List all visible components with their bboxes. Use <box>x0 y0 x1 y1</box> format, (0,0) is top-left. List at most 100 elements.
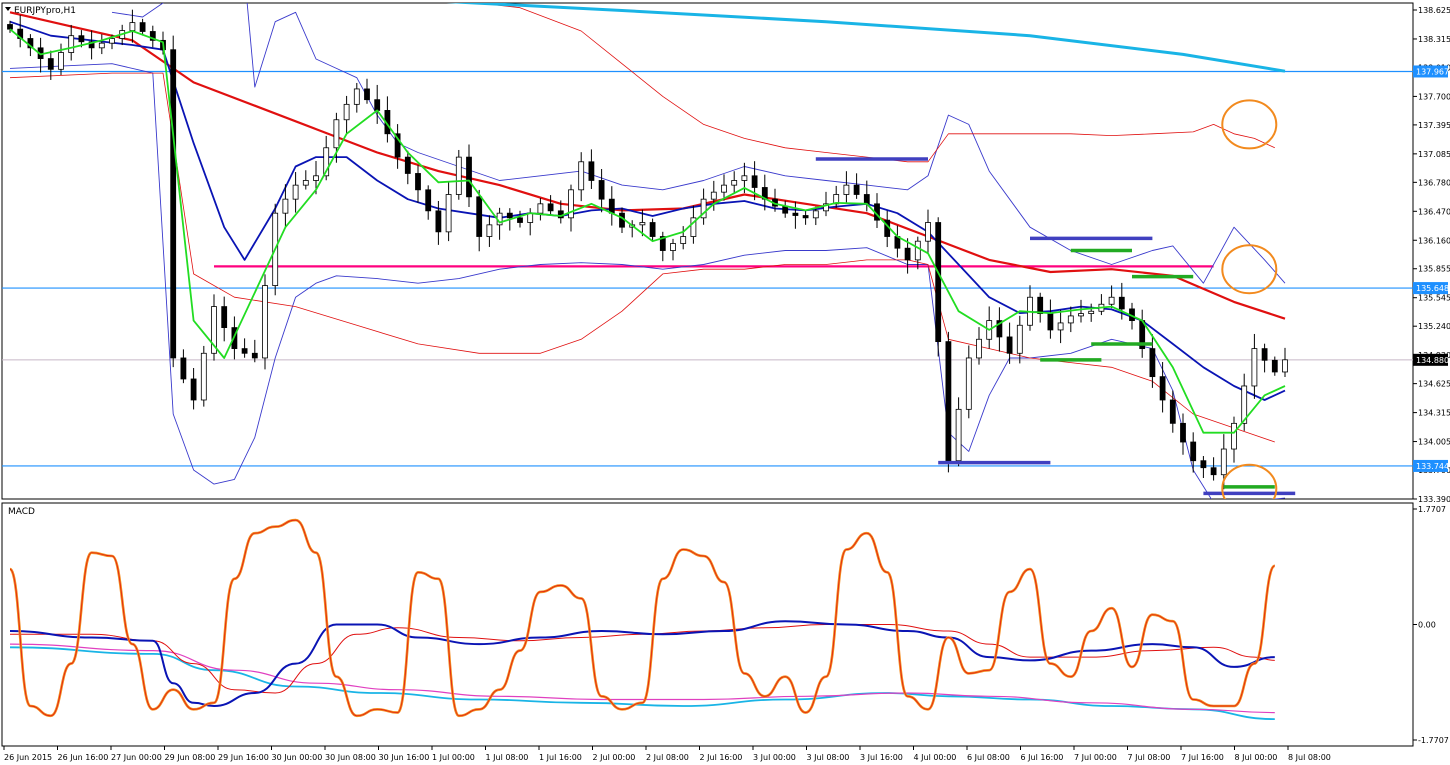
candle <box>98 34 105 55</box>
candle <box>333 112 340 163</box>
candle-body <box>578 161 585 191</box>
candle <box>670 238 676 261</box>
candle-body <box>1067 315 1074 324</box>
orange-ellipse-annotation <box>1221 463 1278 499</box>
price-label: 135.648 <box>1413 282 1449 295</box>
price-panel[interactable] <box>1 2 1414 500</box>
price-label: 133.744 <box>1413 459 1449 472</box>
candle <box>88 30 95 60</box>
time-tick-label: 3 Jul 16:00 <box>860 753 903 762</box>
bollinger-red-upper <box>475 3 1275 163</box>
price-label-box <box>1413 282 1448 295</box>
candle <box>455 149 462 200</box>
candle-body <box>88 41 95 49</box>
candle <box>598 168 605 213</box>
candle-body <box>1108 296 1115 305</box>
time-tick-label: 30 Jun 00:00 <box>272 753 323 762</box>
candle-body <box>415 173 421 191</box>
candle <box>58 43 64 76</box>
candle-body <box>149 31 156 41</box>
candle-body <box>1159 376 1166 401</box>
candle-body <box>364 88 370 101</box>
time-tick-label: 3 Jul 08:00 <box>807 753 850 762</box>
candle <box>302 170 309 190</box>
candle-body <box>1047 313 1054 331</box>
candle-body <box>945 341 952 462</box>
candle-body <box>1037 296 1044 314</box>
candle <box>823 191 829 217</box>
candle <box>996 307 1003 352</box>
candle-body <box>1282 359 1288 373</box>
candle-body <box>1220 448 1227 476</box>
candle <box>435 200 442 245</box>
candle-body <box>1016 324 1023 354</box>
moving-average-green <box>9 28 1286 434</box>
time-tick-label: 6 Jul 16:00 <box>1021 753 1064 762</box>
candle-body <box>588 161 595 181</box>
candle-body <box>435 210 442 233</box>
candle-body <box>1251 348 1258 387</box>
candle <box>537 197 544 221</box>
candle-body <box>1190 441 1197 462</box>
candle <box>1261 343 1268 373</box>
candle-body <box>598 180 605 200</box>
candle-body <box>1149 348 1156 378</box>
macd-red-line <box>9 624 1275 694</box>
time-tick-label: 7 Jul 16:00 <box>1181 753 1224 762</box>
price-tick-label: 137.700 <box>1418 92 1450 101</box>
candle-body <box>374 99 381 111</box>
candle-body <box>302 180 309 186</box>
candle <box>639 209 646 237</box>
candle-body <box>190 378 197 401</box>
macd-axis[interactable]: 1.7707 0.00 -1.7707 <box>1413 505 1449 745</box>
candle <box>1200 456 1207 479</box>
macd-plot-area <box>8 518 1277 720</box>
candle <box>945 331 952 473</box>
candle <box>1078 299 1084 323</box>
price-tick-label: 135.855 <box>1418 265 1450 274</box>
candle-body <box>751 175 758 188</box>
candle <box>659 231 666 262</box>
candle-body <box>221 306 228 328</box>
candle-body <box>935 222 942 343</box>
candle <box>241 338 248 358</box>
macd-tick-label: -1.7707 <box>1418 736 1449 745</box>
candle <box>353 82 360 113</box>
candle-body <box>1057 322 1064 331</box>
candle-body <box>547 203 554 212</box>
time-axis[interactable]: 26 Jun 2015 26 Jun 16:00 27 Jun 00:00 29 Ju… <box>3 746 1331 762</box>
candle <box>7 20 13 33</box>
time-tick-label: 7 Jul 00:00 <box>1074 753 1117 762</box>
macd-cyan-line <box>9 646 1275 720</box>
moving-average-cyan <box>446 3 1286 73</box>
candle <box>1037 292 1044 323</box>
candle <box>425 185 432 220</box>
candle <box>547 195 554 216</box>
candle <box>47 50 54 80</box>
time-tick-label: 26 Jun 2015 <box>4 753 52 762</box>
candle <box>568 184 574 232</box>
candle-body <box>1169 399 1176 424</box>
candle <box>700 188 707 225</box>
price-tick-label: 134.625 <box>1418 380 1450 389</box>
candle <box>486 215 493 247</box>
candle <box>139 18 146 36</box>
candle <box>415 165 421 203</box>
price-axis[interactable]: 138.625138.315138.010137.700137.395137.0… <box>1413 6 1450 504</box>
price-plot-area <box>2 3 1413 499</box>
panel-menu-icon[interactable] <box>5 7 11 11</box>
candle-body <box>98 42 105 49</box>
candle-body <box>333 119 340 149</box>
price-label: 134.880 <box>1413 353 1449 366</box>
time-tick-label: 1 Jul 00:00 <box>432 753 475 762</box>
time-tick-label: 4 Jul 00:00 <box>914 753 957 762</box>
candle <box>833 185 840 208</box>
candle <box>925 209 931 253</box>
candle-body <box>568 189 574 219</box>
price-label: 137.967 <box>1413 65 1449 78</box>
candle-body <box>823 203 829 212</box>
candle-body <box>659 236 666 251</box>
time-tick-label: 29 Jun 16:00 <box>218 753 269 762</box>
symbol-title: EURJPYpro,H1 <box>14 6 76 16</box>
candle-body <box>211 306 217 354</box>
